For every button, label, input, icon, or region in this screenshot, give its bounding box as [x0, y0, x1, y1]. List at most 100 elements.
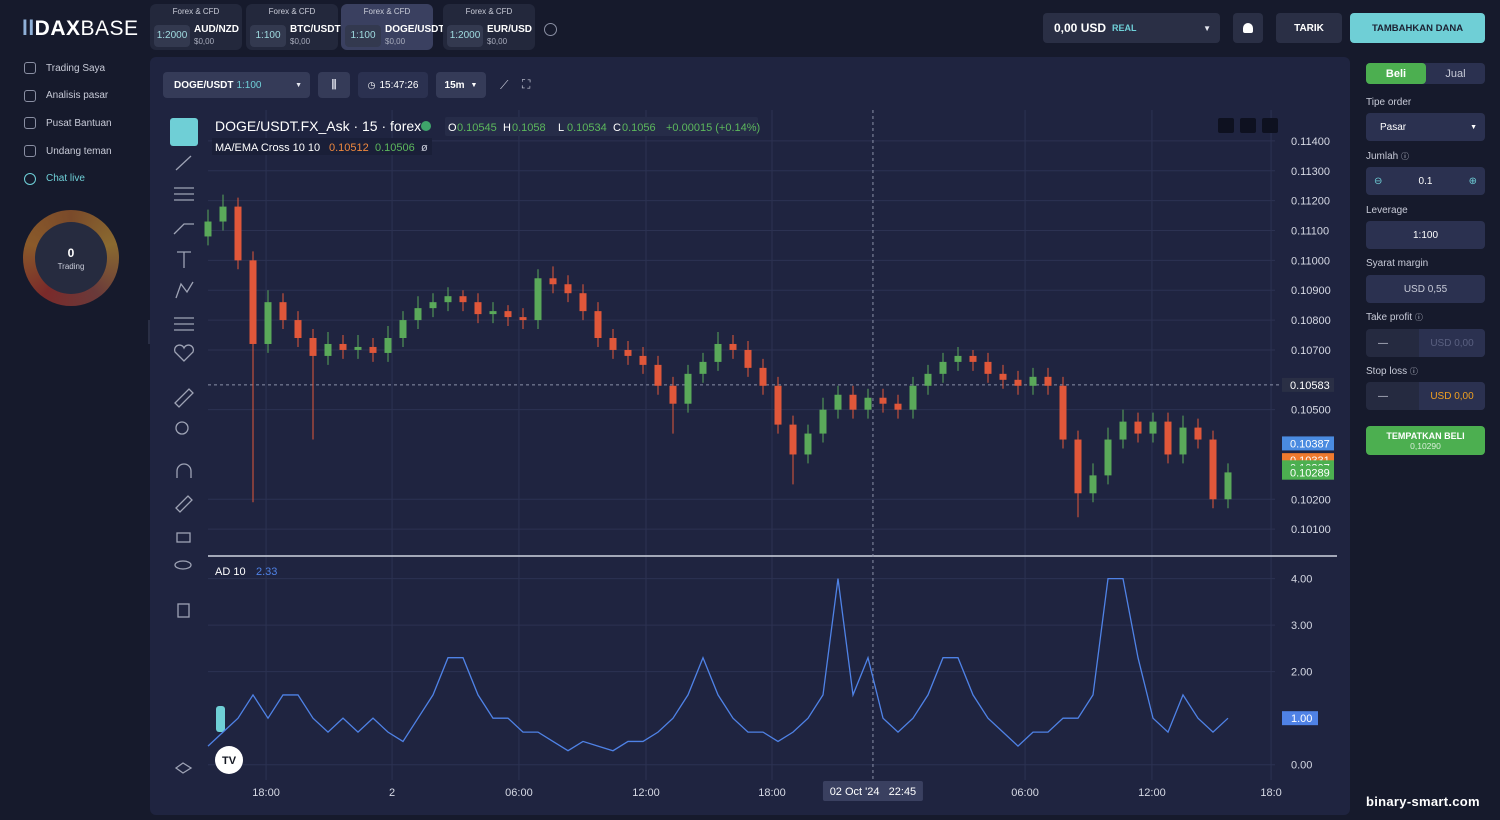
stop-loss-field[interactable]: — USD 0,00 — [1366, 382, 1485, 410]
candle-body — [729, 343, 737, 350]
scroll-button[interactable] — [1218, 118, 1234, 133]
symbol-leverage: 1:100 — [236, 79, 262, 91]
add-tab[interactable] — [544, 23, 557, 36]
trading-count: 0 — [67, 246, 75, 260]
candle-body — [219, 206, 227, 222]
price-tag-label: 0.10289 — [1290, 468, 1330, 480]
order-type[interactable]: Pasar ▼ — [1366, 113, 1485, 141]
tab-amount: $0,00 — [385, 37, 406, 46]
indicator-tick-label: 2.00 — [1291, 667, 1312, 679]
candle-body — [999, 373, 1007, 380]
candle-body — [234, 206, 242, 261]
symbol-select[interactable]: DOGE/USDT 1:100 ▼ — [163, 72, 310, 98]
candle-body — [1119, 421, 1127, 440]
nav-item[interactable]: Undang teman — [24, 145, 112, 158]
pattern-tool[interactable] — [175, 281, 194, 299]
price-tag — [1282, 436, 1334, 451]
chart-type-button[interactable]: ⟋ — [500, 78, 509, 92]
deposit-button[interactable]: TAMBAHKAN DANA — [1350, 13, 1485, 43]
maximize-button[interactable] — [1240, 118, 1256, 133]
forecast-tool[interactable] — [174, 317, 194, 331]
ma-name: MA/EMA Cross 10 10 — [215, 142, 320, 154]
amount-label-text: Jumlah — [1366, 151, 1399, 162]
magnet-tool[interactable] — [176, 463, 192, 478]
withdraw-button[interactable]: TARIK — [1276, 13, 1342, 43]
tab-symbol: DOGE/USDT — [385, 24, 445, 35]
interval-select[interactable]: 15m ▼ — [436, 72, 486, 98]
logo[interactable]: llDAXBASE — [22, 17, 139, 41]
leverage-field[interactable]: 1:100 — [1366, 221, 1485, 249]
candle-body — [1149, 421, 1157, 434]
buy-tab[interactable]: Beli — [1366, 63, 1426, 84]
nav-icon — [24, 117, 36, 130]
candle-body — [369, 346, 377, 353]
decrease-button[interactable]: ⊖ — [1374, 175, 1383, 187]
sell-tab[interactable]: Jual — [1445, 67, 1466, 80]
increase-button[interactable]: ⊕ — [1468, 175, 1477, 187]
ruler-tool[interactable] — [174, 388, 194, 408]
drawing-tools — [173, 155, 195, 774]
candle-body — [444, 296, 452, 303]
nav-item[interactable]: Chat live — [24, 172, 85, 185]
candle-body — [1014, 379, 1022, 386]
x-tick-label: 18:0 — [1260, 787, 1281, 799]
nav-item[interactable]: Trading Saya — [24, 62, 105, 74]
brush-tool[interactable] — [173, 223, 194, 235]
profile-button[interactable] — [1233, 13, 1263, 43]
layers-tool[interactable] — [174, 762, 193, 774]
instrument-tab[interactable]: Forex & CFD 1:2000 EUR/USD $0,00 — [443, 4, 535, 50]
lock-tool[interactable] — [176, 532, 191, 543]
indicator-value: 2.33 — [256, 566, 277, 578]
trend-line-tool[interactable] — [175, 155, 192, 171]
candle-body — [819, 409, 827, 434]
ohlc-value: 0.1056 — [622, 122, 656, 134]
take-profit-field[interactable]: — USD 0,00 — [1366, 329, 1485, 357]
crosshair-tool[interactable] — [170, 118, 198, 146]
amount-field[interactable]: ⊖ 0.1 ⊕ — [1366, 167, 1485, 195]
market-status — [421, 121, 431, 131]
place-order-button[interactable]: TEMPATKAN BELI 0,10290 — [1366, 426, 1485, 455]
tab-group: Forex & CFD — [465, 7, 513, 16]
candle-body — [954, 355, 962, 362]
candle-body — [1044, 376, 1052, 386]
instrument-tab[interactable]: Forex & CFD 1:100 DOGE/USDT $0,00 — [341, 4, 444, 50]
fib-tool[interactable] — [174, 187, 194, 201]
x-tick-label: 06:00 — [505, 787, 533, 799]
sl-toggle[interactable]: — — [1378, 390, 1388, 402]
candle-body — [759, 367, 767, 386]
dropdown-arrow: ▼ — [470, 81, 478, 89]
pane-handle[interactable] — [216, 706, 225, 732]
lock-draw-tool[interactable] — [175, 495, 193, 513]
candle-body — [774, 385, 782, 425]
candle-body — [969, 355, 977, 362]
indicator-tag — [1282, 711, 1318, 726]
stop-loss-value: USD 0,00 — [1419, 382, 1485, 410]
take-profit-label-text: Take profit — [1366, 312, 1413, 323]
nav-item[interactable]: Pusat Bantuan — [24, 117, 112, 130]
x-tick-label: 12:00 — [1138, 787, 1166, 799]
indicator-button[interactable]: ⫼ — [318, 72, 350, 98]
zoom-tool[interactable] — [175, 421, 189, 435]
ohlc-value: 0.10545 — [457, 122, 497, 134]
text-tool[interactable] — [177, 251, 191, 268]
candle-body — [624, 349, 632, 356]
balance[interactable]: 0,00 USD REAL ▼ — [1043, 13, 1220, 43]
ohlc-key: O — [448, 122, 457, 134]
favorite-tool[interactable] — [173, 344, 195, 362]
candle-body — [279, 302, 287, 321]
trading-gauge: 0 Trading — [23, 210, 119, 306]
visibility-tool[interactable] — [174, 560, 192, 570]
reset-button[interactable] — [1262, 118, 1278, 133]
candle-body — [339, 343, 347, 350]
instrument-tab[interactable]: Forex & CFD 1:2000 AUD/NZD $0,00 — [150, 4, 242, 50]
indicator-tag-label: 1.00 — [1291, 713, 1312, 725]
nav-item[interactable]: Analisis pasar — [24, 89, 108, 102]
candle-body — [1224, 472, 1232, 500]
fullscreen-button[interactable]: ⛶ — [522, 77, 531, 91]
candle-body — [654, 364, 662, 386]
tab-leverage: 1:100 — [250, 25, 286, 47]
delete-tool[interactable] — [177, 603, 190, 618]
tp-toggle[interactable]: — — [1378, 337, 1388, 349]
instrument-tab[interactable]: Forex & CFD 1:100 BTC/USDT $0,00 — [246, 4, 341, 50]
tab-amount: $0,00 — [194, 37, 215, 46]
